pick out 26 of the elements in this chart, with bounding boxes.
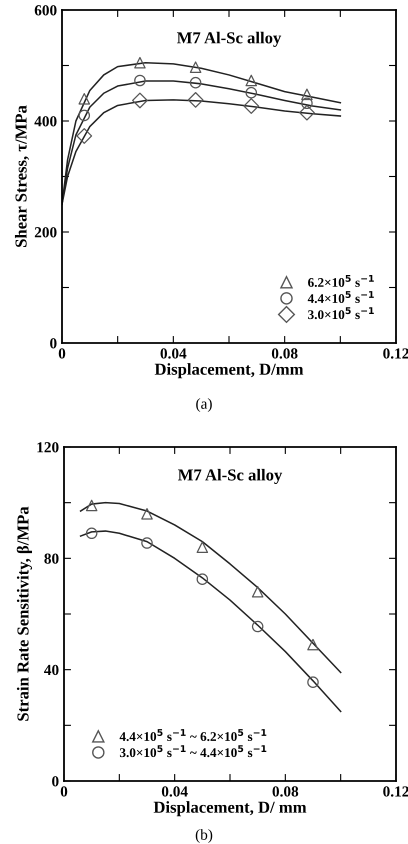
legend-label: 4.4×10$^{5}$ s$^{−1}$: [308, 291, 374, 304]
x-tick-label: 0.08: [272, 348, 298, 359]
x-axis-title: Displacement, D/mm: [154, 363, 304, 378]
y-axis-title: Shear Stress, τ/MPa: [14, 105, 30, 247]
y-tick-label: 40: [44, 664, 59, 676]
y-tick-label: 120: [37, 442, 59, 452]
x-axis-title: Displacement, D/ mm: [154, 801, 306, 816]
y-tick-label: 400: [34, 116, 57, 126]
text: M7 Al-Sc alloy: [178, 468, 282, 484]
x-tick-label: 0: [60, 786, 68, 797]
text: M7 Al-Sc alloy: [176, 32, 282, 47]
y-tick-label: 0: [52, 776, 59, 786]
legend-label: 3.0×10$^{5}$ s$^{−1}$: [308, 307, 374, 320]
y-tick-label: 0: [50, 338, 57, 348]
x-tick-label: 0.04: [160, 348, 186, 359]
x-tick-label: 0.04: [162, 786, 188, 797]
text: (a): [196, 398, 212, 412]
text: (b): [196, 829, 212, 843]
legend-label: 3.0×10$^{5}$ s$^{−1}$ ~ 4.4×10$^{5}$ s$^{−1}$: [120, 745, 266, 758]
y-tick-label: 80: [44, 553, 59, 564]
legend-label: 6.2×10$^{5}$ s$^{−1}$: [308, 275, 374, 287]
legend-label: 4.4×10$^{5}$ s$^{−1}$ ~ 6.2×10$^{5}$ s$^{−1}$: [120, 729, 266, 742]
x-tick-label: 0.08: [272, 786, 298, 797]
y-tick-label: 200: [34, 227, 57, 238]
y-axis-title: Strain Rate Sensitivity, β/MPa: [16, 506, 32, 721]
y-tick-label: 600: [34, 5, 57, 16]
